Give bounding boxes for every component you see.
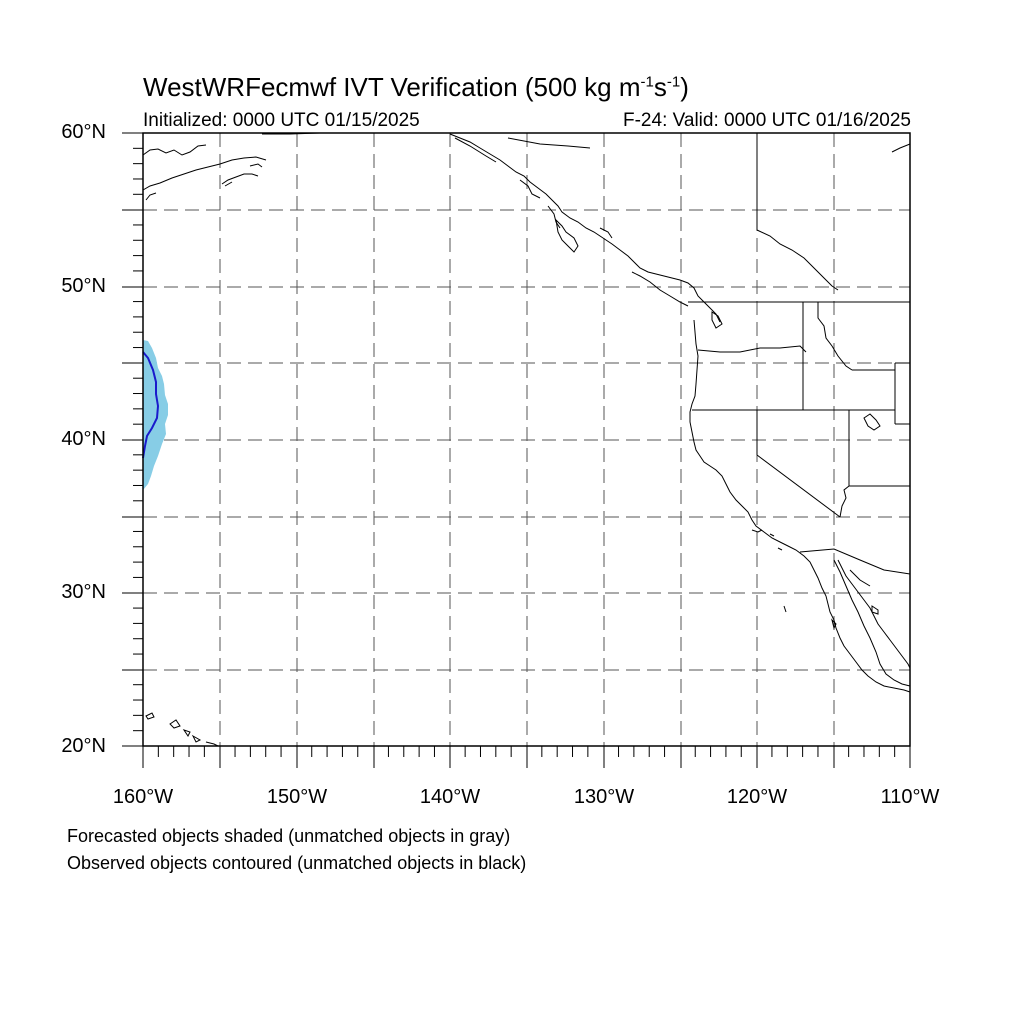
lon-label-110w: 110°W — [880, 786, 940, 808]
observed-note: Observed objects contoured (unmatched ob… — [67, 853, 527, 873]
lon-label-150w: 150°W — [266, 786, 328, 808]
grid-lines — [143, 133, 910, 746]
lon-label-160w: 160°W — [112, 786, 174, 808]
forecast-ivt-object — [143, 340, 168, 490]
coastlines — [142, 132, 911, 747]
lon-label-120w: 120°W — [726, 786, 788, 808]
lat-label-40: 40°N — [61, 428, 106, 450]
lat-label-60: 60°N — [61, 121, 106, 143]
valid-time: F-24: Valid: 0000 UTC 01/16/2025 — [623, 110, 911, 131]
lat-label-30: 30°N — [61, 581, 106, 603]
lon-label-140w: 140°W — [419, 786, 481, 808]
political-borders — [688, 133, 911, 575]
lon-label-130w: 130°W — [573, 786, 635, 808]
forecast-note: Forecasted objects shaded (unmatched obj… — [67, 826, 511, 846]
observed-ivt-contour — [142, 351, 160, 459]
initialized-time: Initialized: 0000 UTC 01/15/2025 — [143, 110, 420, 131]
map-title: WestWRFecmwf IVT Verification (500 kg m-… — [143, 72, 689, 102]
axis-ticks — [122, 132, 911, 768]
lat-label-50: 50°N — [61, 275, 106, 297]
lat-label-20: 20°N — [61, 735, 106, 757]
